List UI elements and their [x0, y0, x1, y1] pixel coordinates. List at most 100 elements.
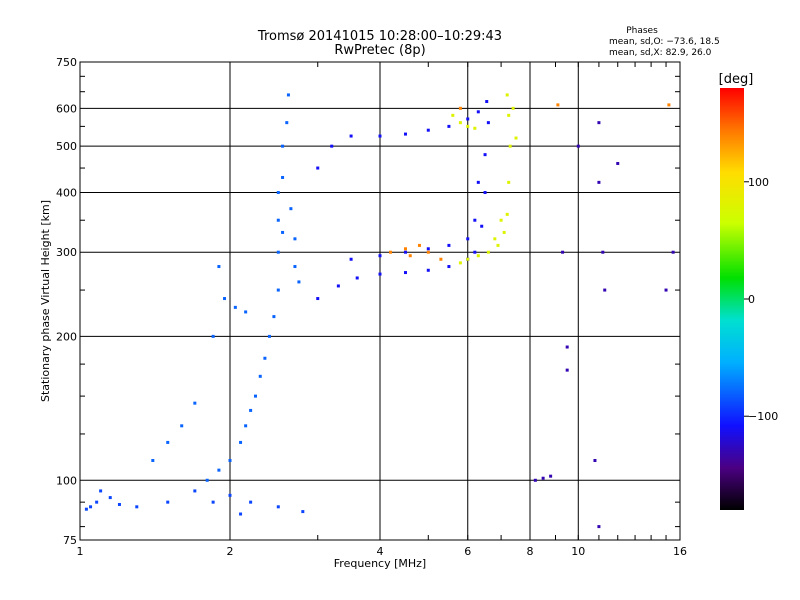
data-point [193, 489, 197, 493]
data-point [507, 180, 511, 184]
colorbar [720, 88, 744, 510]
data-point [458, 121, 462, 125]
data-point [89, 505, 93, 509]
data-point [597, 121, 601, 125]
data-point [239, 512, 243, 516]
data-point [263, 356, 267, 360]
data-point [616, 161, 620, 165]
data-point [667, 103, 671, 107]
x-axis-label: Frequency [MHz] [334, 557, 426, 570]
data-point [565, 368, 569, 372]
data-point [180, 424, 184, 428]
data-point [601, 250, 605, 254]
data-point [417, 243, 421, 247]
data-point [597, 525, 601, 529]
data-point [389, 250, 393, 254]
data-point [511, 106, 515, 110]
data-point [485, 100, 489, 104]
y-axis-label: Stationary phase Virtual Height [km] [39, 200, 52, 402]
data-point [293, 265, 297, 269]
data-point [403, 247, 407, 251]
data-point [476, 254, 480, 258]
data-point [239, 440, 243, 444]
data-point [565, 345, 569, 349]
data-point [476, 110, 480, 114]
data-point [151, 458, 155, 462]
data-point [447, 265, 451, 269]
data-point [447, 243, 451, 247]
data-point [336, 284, 340, 288]
data-point [458, 261, 462, 265]
data-point [556, 103, 560, 107]
data-point [466, 117, 470, 121]
data-point [426, 268, 430, 272]
data-point [426, 128, 430, 132]
data-point [316, 166, 320, 170]
y-tick-label: 750 [56, 56, 77, 69]
data-point [276, 218, 280, 222]
y-tick-label: 400 [56, 186, 77, 199]
data-point [458, 106, 462, 110]
y-tick-label: 200 [56, 330, 77, 343]
data-point [276, 190, 280, 194]
data-point [408, 254, 412, 258]
data-point [244, 424, 248, 428]
data-point [439, 257, 443, 261]
data-point [593, 458, 597, 462]
data-point [276, 250, 280, 254]
data-point [211, 500, 215, 504]
data-point [281, 230, 285, 234]
data-point [533, 478, 537, 482]
data-point [403, 132, 407, 136]
data-point [466, 124, 470, 128]
data-point [276, 505, 280, 509]
data-point [549, 474, 553, 478]
data-point [193, 401, 197, 405]
data-point [301, 510, 305, 514]
x-axis-ticks: 1 2 4 6 8 10 16 [77, 62, 687, 558]
y-tick-label: 600 [56, 102, 77, 115]
data-point [426, 250, 430, 254]
data-point [514, 136, 518, 140]
data-point [561, 250, 565, 254]
data-point [466, 257, 470, 261]
colorbar-tick-label: 0 [748, 293, 755, 306]
data-point [289, 207, 293, 211]
data-point [480, 224, 484, 228]
colorbar-ticks: 100 0 −100 [744, 176, 778, 423]
x-tick-label: 1 [77, 545, 84, 558]
data-point [108, 496, 112, 500]
data-point [486, 250, 490, 254]
colorbar-tick-label: 100 [748, 176, 769, 189]
data-point [228, 493, 232, 497]
x-tick-label: 8 [527, 545, 534, 558]
data-point [330, 144, 334, 148]
phases-line-o: mean, sd,O: −73.6, 18.5 [609, 37, 720, 47]
data-point [355, 276, 359, 280]
data-point [316, 297, 320, 301]
data-point [117, 502, 121, 506]
data-point [378, 254, 382, 258]
data-point [505, 93, 509, 97]
data-point [281, 144, 285, 148]
data-point [84, 507, 88, 511]
data-point [249, 408, 253, 412]
data-point [249, 500, 253, 504]
data-point [211, 334, 215, 338]
data-point [597, 180, 601, 184]
y-tick-label: 75 [63, 534, 77, 547]
data-point [507, 113, 511, 117]
data-point [281, 175, 285, 179]
data-point [267, 334, 271, 338]
data-point [217, 468, 221, 472]
data-point [476, 180, 480, 184]
data-point [466, 237, 470, 241]
data-point [99, 489, 103, 493]
data-point [253, 394, 257, 398]
data-point [499, 218, 503, 222]
data-point [576, 144, 580, 148]
data-point [451, 113, 455, 117]
data-point [378, 134, 382, 138]
data-point [483, 153, 487, 157]
data-point [166, 500, 170, 504]
